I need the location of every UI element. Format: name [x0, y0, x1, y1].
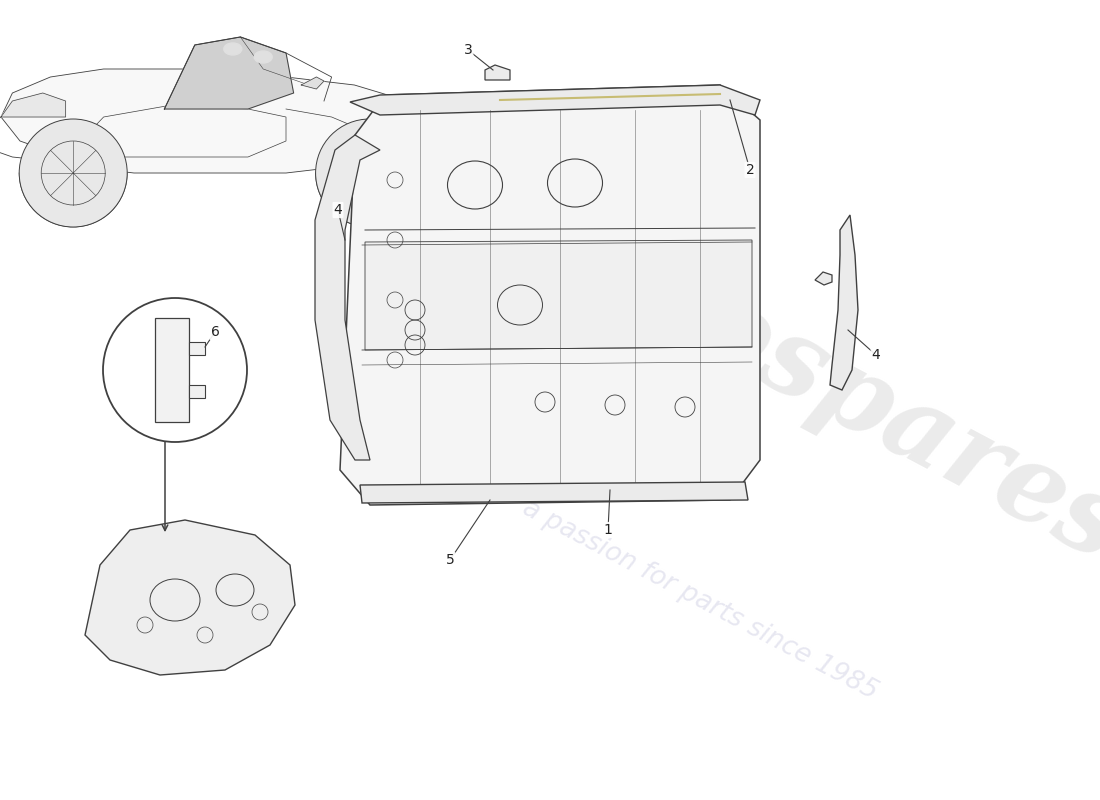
Polygon shape [360, 482, 748, 503]
Text: 6: 6 [210, 325, 219, 339]
Text: 4: 4 [871, 348, 880, 362]
Text: eurospares: eurospares [498, 176, 1100, 584]
Text: 4: 4 [333, 203, 342, 217]
Polygon shape [485, 65, 510, 80]
Polygon shape [340, 85, 760, 505]
Polygon shape [85, 520, 295, 675]
Polygon shape [350, 85, 760, 115]
Polygon shape [164, 37, 294, 109]
Text: 2: 2 [746, 163, 755, 177]
Polygon shape [1, 69, 430, 173]
Text: 1: 1 [604, 523, 613, 537]
Text: a passion for parts since 1985: a passion for parts since 1985 [518, 495, 882, 705]
Text: 3: 3 [463, 43, 472, 57]
Polygon shape [155, 318, 189, 422]
Polygon shape [815, 272, 832, 285]
Circle shape [103, 298, 248, 442]
Polygon shape [830, 215, 858, 390]
Polygon shape [189, 385, 205, 398]
Polygon shape [301, 77, 324, 89]
Ellipse shape [254, 51, 272, 63]
Polygon shape [1, 93, 66, 117]
Circle shape [316, 119, 424, 227]
Polygon shape [365, 240, 752, 350]
Circle shape [19, 119, 128, 227]
Polygon shape [315, 135, 379, 460]
Polygon shape [189, 342, 205, 355]
Ellipse shape [223, 43, 242, 55]
Text: 5: 5 [446, 553, 454, 567]
